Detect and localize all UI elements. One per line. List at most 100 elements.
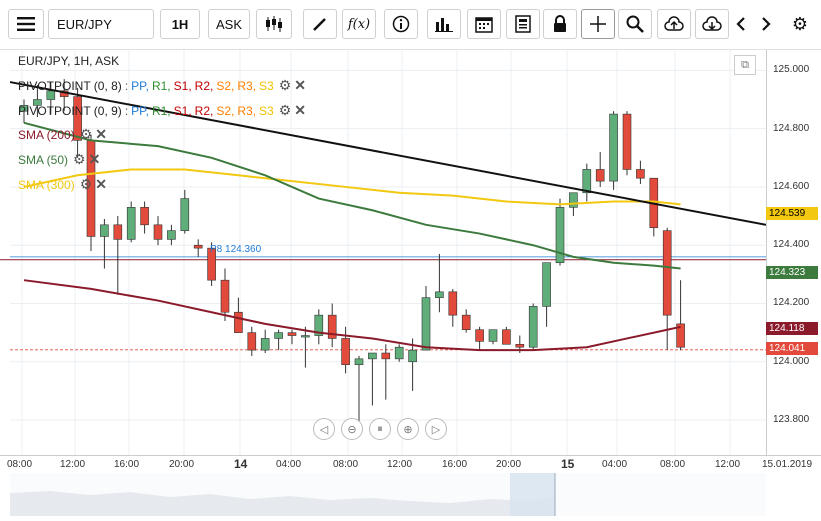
chevron-left-icon bbox=[736, 17, 745, 31]
pivot-part-label: R1, bbox=[151, 103, 171, 118]
search-button[interactable] bbox=[618, 9, 652, 39]
volume-button[interactable] bbox=[427, 9, 461, 39]
scroll-left-button[interactable]: ◁ bbox=[313, 418, 335, 440]
upload-button[interactable] bbox=[657, 9, 691, 39]
pencil-icon bbox=[313, 18, 326, 31]
zoom-in-button[interactable]: ⊕ bbox=[397, 418, 419, 440]
symbol-selector[interactable]: EUR/JPY bbox=[48, 9, 154, 39]
pivot-part-label: R1, bbox=[151, 78, 171, 93]
candle-body bbox=[475, 329, 484, 342]
info-button[interactable] bbox=[384, 9, 418, 39]
reset-icon: ⏸ bbox=[377, 422, 383, 435]
candle-body bbox=[207, 247, 216, 281]
price-tag: 124.323 bbox=[766, 266, 818, 279]
draw-tool-button[interactable] bbox=[303, 9, 337, 39]
candle-body bbox=[368, 352, 377, 360]
chevron-right-icon bbox=[762, 17, 771, 31]
chart-type-button[interactable] bbox=[256, 9, 292, 39]
indicator-label: SMA (300) bbox=[18, 177, 75, 192]
candle-body bbox=[676, 323, 685, 348]
candle-body bbox=[33, 99, 42, 106]
reset-button[interactable]: ⏸ bbox=[369, 418, 391, 440]
crosshair-icon bbox=[590, 16, 606, 32]
candle-body bbox=[193, 244, 203, 249]
info-icon bbox=[392, 15, 410, 33]
pivot-part-label: S2, bbox=[216, 103, 235, 118]
indicator-legend-row[interactable]: PIVOTPOINT (0, 9) : PP, R1, S1, R2, S2, R3, S3 ⚙… bbox=[18, 102, 306, 119]
gear-icon[interactable]: ⚙ bbox=[278, 77, 292, 93]
close-icon[interactable]: ✕ bbox=[95, 176, 107, 192]
candle-body bbox=[46, 90, 56, 100]
triangle-left-icon: ◁ bbox=[319, 423, 329, 436]
lock-button[interactable] bbox=[543, 9, 577, 39]
navigator-area bbox=[10, 473, 556, 516]
close-icon[interactable]: ✕ bbox=[294, 102, 307, 118]
candle-body bbox=[153, 224, 163, 240]
zoom-in-icon: ⊕ bbox=[403, 423, 413, 436]
zoom-bar: ◁ ⊖ ⏸ ⊕ ▷ bbox=[313, 418, 447, 440]
close-icon[interactable]: ✕ bbox=[294, 77, 307, 93]
indicators-button[interactable]: f(x) bbox=[342, 9, 376, 39]
gear-icon[interactable]: ⚙ bbox=[79, 176, 93, 192]
candle-body bbox=[502, 329, 511, 345]
candles-icon bbox=[266, 16, 282, 32]
indicator-legend-row[interactable]: SMA (200) ⚙ ✕ bbox=[18, 126, 107, 143]
prev-button[interactable] bbox=[729, 9, 753, 39]
pivot-part-label: R2, bbox=[194, 103, 214, 118]
cloud-upload-icon bbox=[664, 16, 684, 31]
candle-body bbox=[314, 314, 324, 336]
calendar-button[interactable] bbox=[467, 9, 501, 39]
candle-body bbox=[515, 343, 525, 348]
popout-button[interactable]: ⧉ bbox=[734, 55, 756, 75]
pivot-part-label: S1, bbox=[173, 103, 192, 118]
sma200-line bbox=[23, 279, 681, 352]
candle-body bbox=[301, 335, 310, 338]
lock-icon bbox=[554, 15, 566, 32]
gear-icon[interactable]: ⚙ bbox=[278, 102, 292, 118]
gear-icon[interactable]: ⚙ bbox=[73, 151, 86, 167]
y-tick-label: 124.400 bbox=[773, 239, 810, 251]
price-tag: 124.041 bbox=[766, 342, 818, 355]
scroll-right-button[interactable]: ▷ bbox=[425, 418, 447, 440]
candle-body bbox=[354, 358, 364, 365]
calendar-icon bbox=[475, 17, 493, 33]
news-button[interactable] bbox=[506, 9, 540, 39]
gear-icon[interactable]: ⚙ bbox=[79, 126, 93, 142]
crosshair-button[interactable] bbox=[581, 9, 615, 39]
x-tick-label: 14 bbox=[234, 457, 248, 471]
navigator[interactable] bbox=[10, 473, 766, 516]
x-tick-label: 08:00 bbox=[333, 459, 359, 470]
indicator-label: PIVOTPOINT (0, 9) bbox=[18, 103, 122, 118]
time-axis[interactable]: 08:00 12:00 16:00 20:00 14 04:00 08:00 12:00 16:… bbox=[0, 455, 821, 474]
x-tick-label: 12:00 bbox=[60, 459, 86, 470]
pivot-part-label: R2, bbox=[194, 78, 214, 93]
candle-body bbox=[582, 169, 592, 194]
x-tick-label: 12:00 bbox=[715, 459, 741, 470]
pivot-part-label: S1, bbox=[173, 78, 192, 93]
next-button[interactable] bbox=[754, 9, 778, 39]
price-axis[interactable]: 125.000 124.800 124.600 124.400 124.200 124.0… bbox=[766, 50, 821, 455]
menu-button[interactable] bbox=[8, 9, 44, 39]
chart-canvas[interactable] bbox=[0, 0, 821, 473]
indicator-legend-row[interactable]: SMA (50) ⚙ ✕ bbox=[18, 151, 100, 168]
x-tick-label: 20:00 bbox=[496, 459, 522, 470]
zoom-out-button[interactable]: ⊖ bbox=[341, 418, 363, 440]
indicator-legend-row[interactable]: SMA (300) ⚙ ✕ bbox=[18, 176, 107, 193]
price-type-selector[interactable]: ASK bbox=[208, 9, 250, 39]
hamburger-icon bbox=[17, 17, 35, 31]
download-button[interactable] bbox=[695, 9, 729, 39]
candle-body bbox=[180, 198, 190, 231]
document-icon bbox=[515, 15, 531, 33]
pivot-part-label: PP, bbox=[131, 103, 149, 118]
close-icon[interactable]: ✕ bbox=[88, 151, 101, 167]
candle-body bbox=[287, 332, 297, 336]
close-icon[interactable]: ✕ bbox=[95, 126, 107, 142]
indicator-label: SMA (200) bbox=[18, 127, 75, 142]
candle-body bbox=[609, 113, 618, 182]
candle-body bbox=[408, 349, 417, 363]
candle-body bbox=[569, 192, 578, 208]
indicator-legend-row[interactable]: PIVOTPOINT (0, 8) : PP, R1, S1, R2, S2, R3, S3 ⚙… bbox=[18, 77, 306, 94]
candle-body bbox=[341, 338, 350, 365]
settings-button[interactable]: ⚙ bbox=[788, 9, 812, 39]
timeframe-selector[interactable]: 1H bbox=[160, 9, 200, 39]
